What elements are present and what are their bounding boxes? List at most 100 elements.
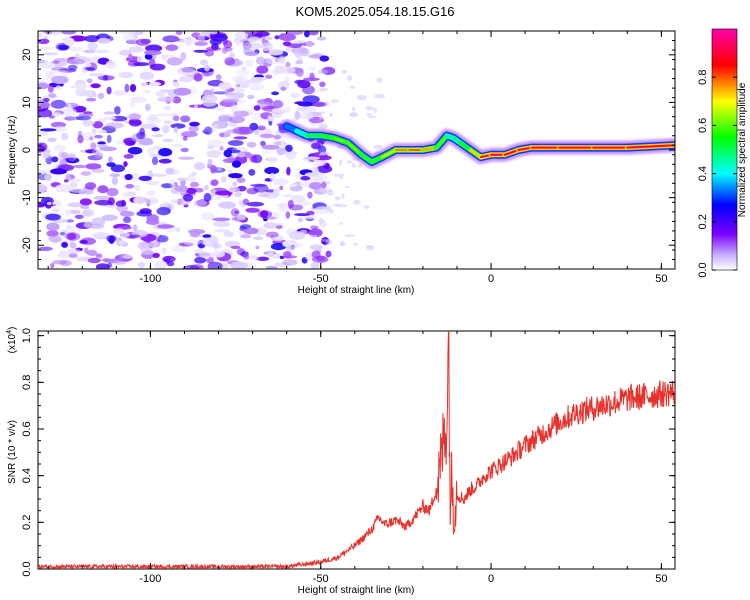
noise-blob — [250, 183, 267, 187]
noise-blob — [203, 192, 212, 202]
snr-xlabel: Height of straight line (km) — [298, 585, 415, 596]
noise-blob — [218, 82, 231, 90]
noise-blob — [139, 137, 153, 145]
noise-blob — [133, 62, 150, 67]
noise-blob — [87, 41, 98, 51]
noise-blob — [212, 242, 220, 249]
noise-blob — [266, 251, 275, 257]
noise-blob — [349, 85, 356, 90]
noise-blob — [123, 154, 134, 159]
y-tick-label: -10 — [21, 190, 33, 206]
noise-blob — [338, 159, 343, 166]
noise-blob — [230, 245, 241, 249]
y-tick-label: -20 — [21, 237, 33, 253]
noise-blob — [83, 221, 94, 228]
noise-blob — [128, 113, 142, 121]
noise-blob — [122, 216, 132, 224]
noise-blob — [182, 135, 188, 141]
noise-blob — [61, 241, 68, 248]
noise-blob — [188, 125, 199, 133]
noise-blob — [282, 194, 294, 198]
noise-blob — [66, 224, 71, 231]
noise-blob — [105, 122, 124, 129]
noise-blob — [255, 56, 265, 65]
noise-blob — [44, 173, 52, 182]
noise-blob — [110, 164, 126, 173]
noise-blob — [61, 132, 69, 141]
noise-blob — [181, 67, 195, 73]
noise-blob — [102, 74, 109, 81]
noise-blob — [67, 248, 81, 255]
noise-blob — [152, 145, 163, 150]
noise-blob — [82, 120, 96, 125]
noise-blob — [182, 265, 200, 269]
noise-blob — [172, 81, 180, 87]
noise-blob — [137, 241, 150, 250]
noise-blob — [91, 128, 97, 134]
noise-blob — [91, 149, 100, 155]
noise-blob — [118, 49, 132, 56]
spectrogram-heatmap — [38, 31, 675, 269]
x-tick-label: 0 — [488, 273, 494, 285]
noise-blob — [265, 231, 279, 238]
noise-blob — [180, 115, 191, 123]
noise-blob — [114, 106, 121, 115]
ridge-core — [347, 141, 363, 156]
noise-blob — [265, 74, 273, 79]
noise-blob — [38, 32, 44, 38]
noise-blob — [228, 149, 241, 153]
noise-blob — [284, 76, 290, 83]
colorbar-tick-label: 0.2 — [697, 214, 709, 229]
noise-blob — [106, 134, 112, 143]
noise-blob — [317, 36, 327, 41]
noise-blob — [278, 33, 296, 42]
noise-blob — [178, 156, 195, 160]
noise-blob — [318, 123, 328, 129]
noise-blob — [272, 99, 283, 109]
noise-blob — [242, 42, 252, 50]
noise-blob — [66, 219, 75, 223]
noise-blob — [186, 174, 196, 182]
noise-blob — [222, 98, 240, 103]
noise-blob — [94, 49, 110, 54]
noise-blob — [194, 41, 208, 47]
noise-blob — [205, 46, 222, 51]
noise-blob — [281, 66, 296, 75]
noise-blob — [233, 110, 249, 118]
noise-blob — [228, 186, 237, 193]
noise-blob — [294, 101, 307, 105]
noise-blob — [89, 136, 94, 141]
noise-blob — [305, 40, 314, 48]
noise-blob — [344, 186, 350, 189]
noise-blob — [245, 59, 254, 68]
noise-blob — [260, 42, 273, 52]
noise-blob — [166, 261, 175, 267]
noise-blob — [317, 69, 329, 75]
noise-blob — [212, 217, 231, 222]
noise-blob — [202, 234, 212, 239]
noise-blob — [297, 217, 304, 223]
noise-blob — [194, 162, 206, 171]
y-tick-label: 20 — [21, 49, 33, 61]
noise-blob — [304, 112, 314, 120]
noise-blob — [106, 235, 117, 243]
noise-blob — [38, 108, 53, 118]
noise-blob — [85, 62, 92, 68]
noise-blob — [135, 38, 150, 46]
noise-blob — [287, 200, 294, 208]
noise-blob — [327, 190, 334, 197]
noise-blob — [225, 240, 241, 248]
noise-blob — [215, 190, 233, 196]
noise-blob — [243, 227, 259, 235]
noise-blob — [310, 142, 321, 149]
noise-blob — [122, 191, 132, 198]
noise-blob — [132, 120, 142, 126]
noise-blob — [60, 31, 77, 35]
noise-blob — [173, 87, 192, 96]
noise-blob — [90, 83, 101, 89]
noise-blob — [218, 115, 233, 122]
noise-blob — [303, 156, 321, 160]
noise-blob — [61, 107, 77, 117]
noise-blob — [158, 148, 173, 157]
y-tick-label: 0.4 — [21, 468, 33, 483]
